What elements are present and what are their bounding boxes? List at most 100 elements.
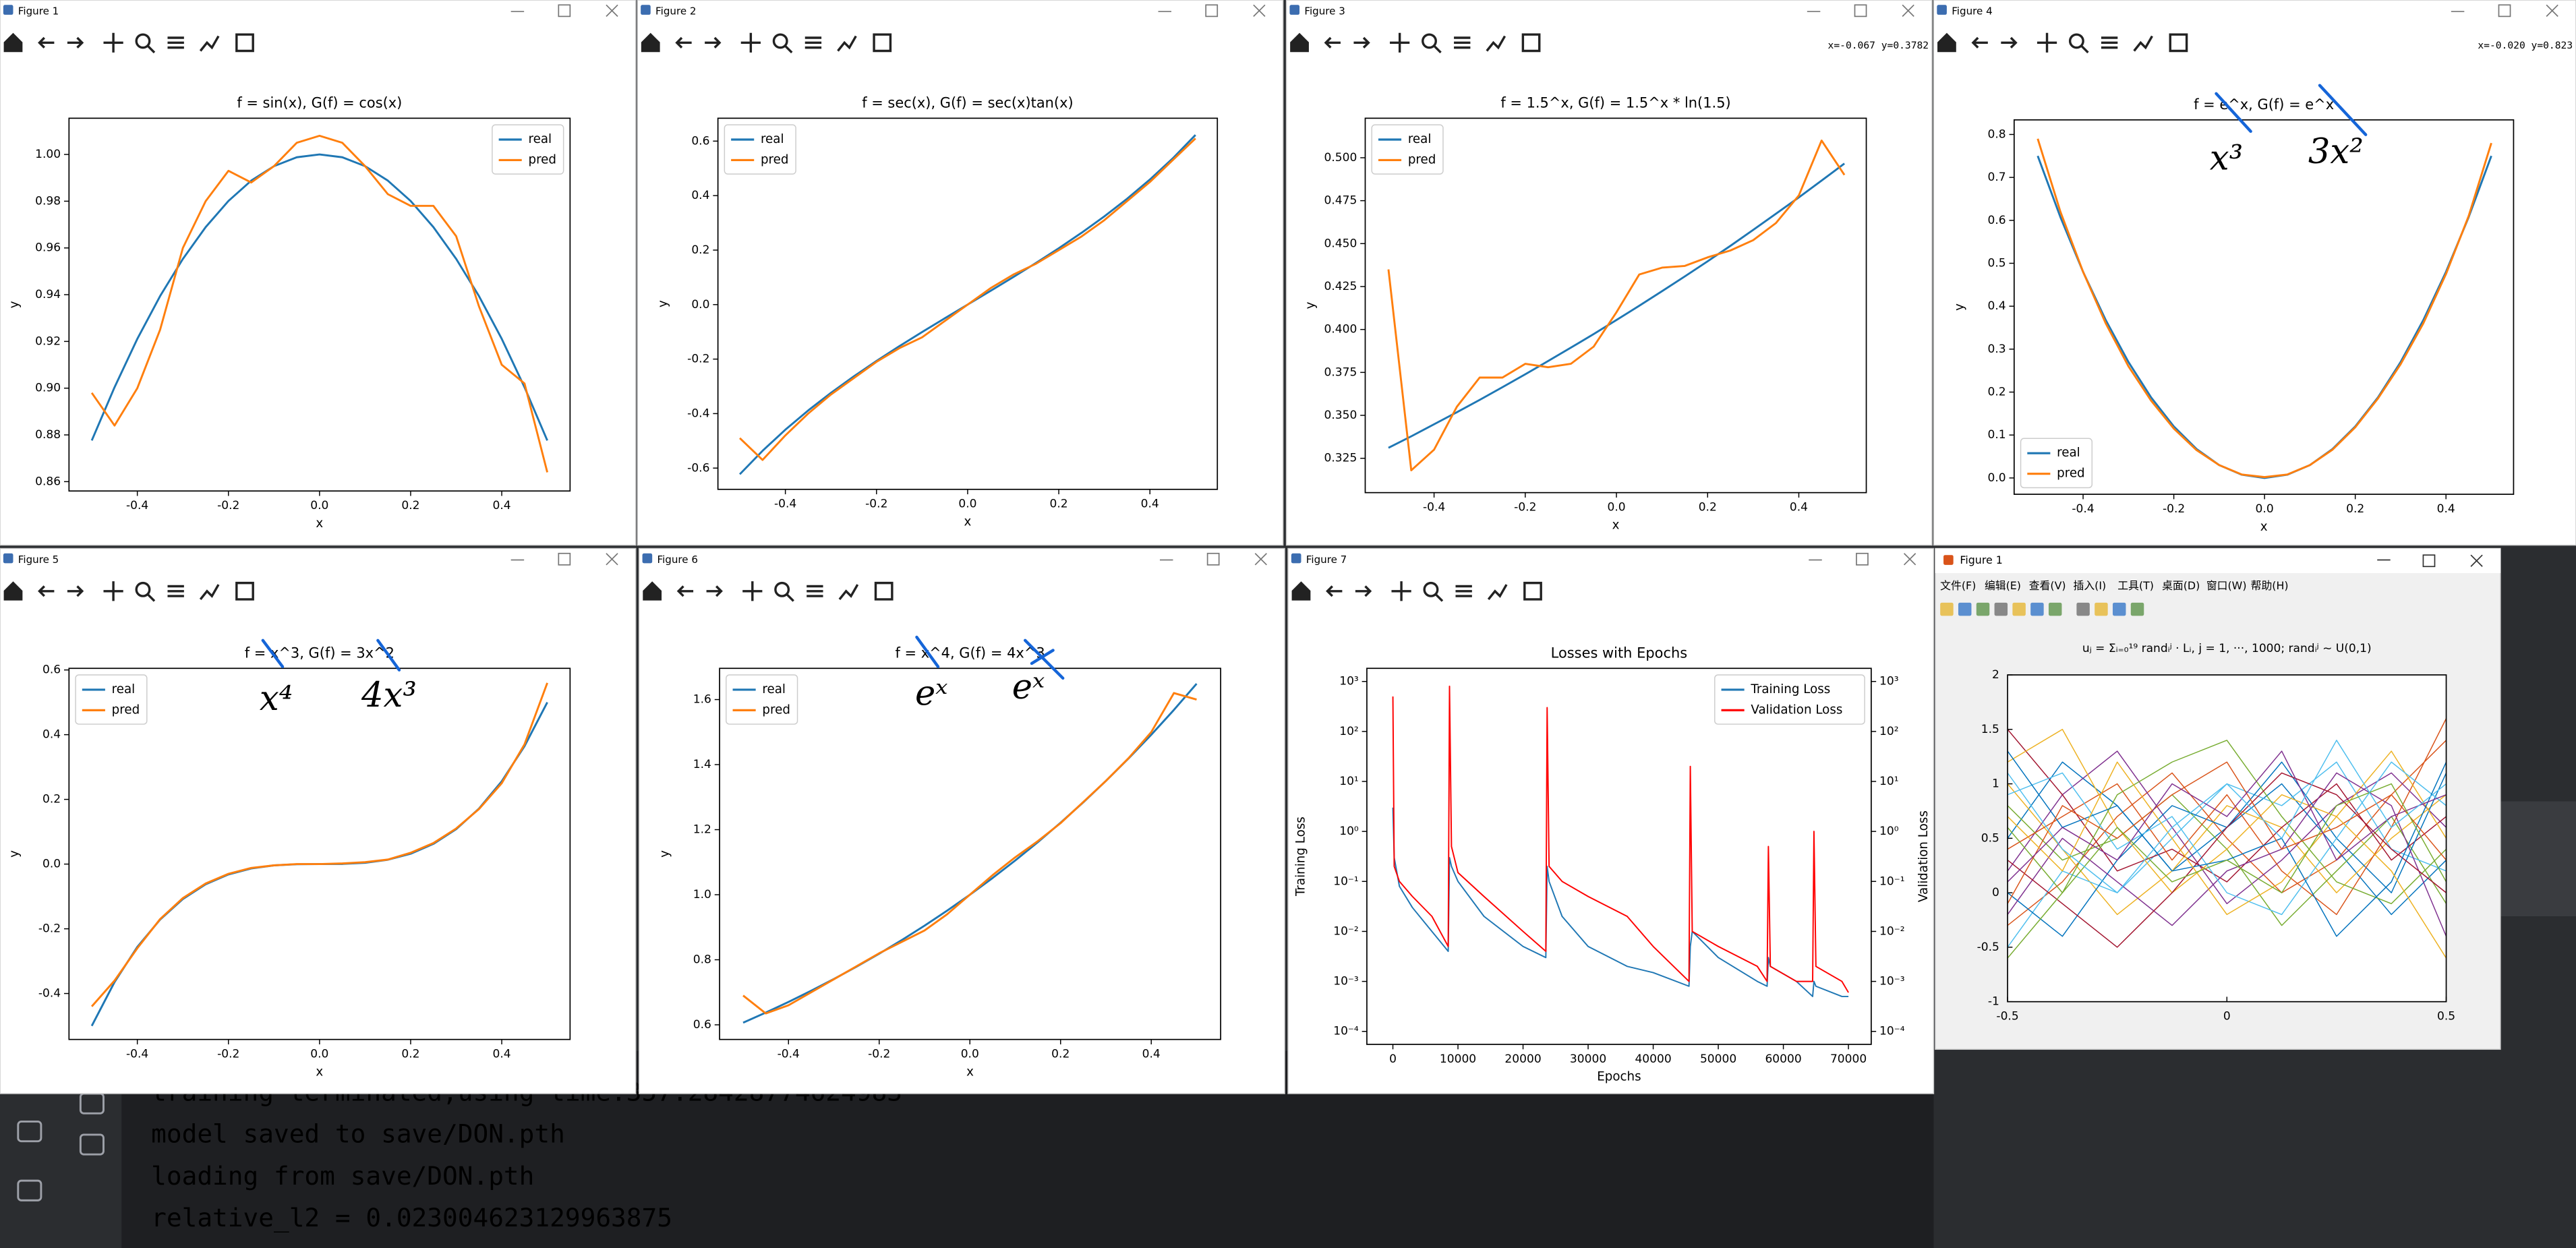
toolbar-button[interactable] (103, 581, 123, 601)
toolbar-button[interactable] (740, 32, 761, 53)
close-button[interactable] (1254, 553, 1267, 566)
menu-item[interactable]: 编辑(E) (1985, 579, 2021, 592)
toolbar-button[interactable] (1391, 581, 1411, 601)
maximize-button[interactable] (558, 4, 571, 18)
ide-band (2500, 801, 2576, 917)
toolbar-button[interactable] (235, 33, 254, 53)
maximize-button[interactable] (1856, 552, 1869, 566)
close-button[interactable] (2470, 554, 2483, 567)
toolbar-button[interactable] (2169, 33, 2188, 53)
toolbar-button[interactable] (2012, 602, 2026, 616)
close-button[interactable] (606, 4, 618, 17)
toolbar-button[interactable] (774, 581, 794, 602)
toolbar-button[interactable] (1455, 585, 1472, 597)
toolbar-button[interactable] (67, 585, 84, 597)
sidebar-icon[interactable] (17, 1179, 42, 1201)
toolbar-button[interactable] (1521, 33, 1541, 53)
toolbar-button[interactable] (2001, 36, 2018, 49)
toolbar-button[interactable] (167, 585, 184, 597)
toolbar-button[interactable] (874, 581, 894, 601)
y-tick-label: 0.7 (1988, 171, 2006, 184)
close-button[interactable] (606, 553, 618, 566)
toolbar-button[interactable] (103, 32, 123, 53)
toolbar-button[interactable] (804, 36, 822, 49)
toolbar-button[interactable] (807, 585, 823, 597)
toolbar-button[interactable] (2133, 35, 2153, 52)
close-button[interactable] (2546, 4, 2558, 17)
toolbar-button[interactable] (675, 36, 692, 49)
toolbar-icon (1390, 32, 1410, 53)
axes-frame (1366, 667, 1872, 1045)
toolbar-button[interactable] (2130, 602, 2144, 616)
toolbar-button[interactable] (167, 36, 184, 49)
toolbar-button[interactable] (1324, 36, 1341, 49)
menu-item[interactable]: 查看(V) (2029, 579, 2066, 592)
sidebar-icon[interactable] (79, 1133, 105, 1156)
toolbar-button[interactable] (2037, 32, 2057, 53)
toolbar-button[interactable] (705, 36, 722, 49)
toolbar-button[interactable] (1486, 35, 1506, 52)
y-tick-label: 10³ (1339, 675, 1359, 688)
close-button[interactable] (1253, 4, 1266, 17)
toolbar-button[interactable] (643, 581, 662, 601)
menu-item[interactable]: 窗口(W) (2206, 579, 2247, 592)
toolbar-button[interactable] (38, 585, 55, 597)
toolbar-icon (1486, 35, 1506, 52)
toolbar-button[interactable] (3, 581, 23, 601)
toolbar-button[interactable] (706, 585, 723, 597)
toolbar-button[interactable] (2112, 602, 2126, 616)
toolbar-button[interactable] (772, 33, 793, 54)
toolbar-button[interactable] (2095, 602, 2108, 616)
close-button[interactable] (1902, 4, 1914, 17)
toolbar-button[interactable] (1355, 585, 1372, 597)
menu-item[interactable]: 文件(F) (1940, 579, 1976, 592)
maximize-button[interactable] (558, 552, 571, 566)
toolbar-button[interactable] (1994, 602, 2008, 616)
toolbar-button[interactable] (1353, 36, 1370, 49)
menu-item[interactable]: 插入(I) (2074, 579, 2107, 592)
close-button[interactable] (1903, 553, 1916, 566)
menu-item[interactable]: 工具(T) (2117, 579, 2154, 592)
toolbar-button[interactable] (1326, 585, 1343, 597)
toolbar-button[interactable] (641, 32, 660, 53)
toolbar-button[interactable] (1523, 581, 1542, 601)
toolbar-button[interactable] (837, 35, 857, 52)
toolbar-button[interactable] (2076, 602, 2090, 616)
toolbar-button[interactable] (2048, 602, 2062, 616)
menu-item[interactable]: 桌面(D) (2162, 579, 2200, 592)
toolbar-button[interactable] (3, 32, 23, 53)
toolbar-button[interactable] (2068, 33, 2089, 54)
toolbar-button[interactable] (1971, 36, 1988, 49)
toolbar-button[interactable] (199, 35, 220, 52)
toolbar-button[interactable] (742, 581, 763, 601)
maximize-button[interactable] (1205, 4, 1219, 18)
toolbar-button[interactable] (1487, 584, 1508, 601)
toolbar-button[interactable] (1423, 581, 1444, 602)
toolbar-button[interactable] (1291, 581, 1311, 601)
toolbar-button[interactable] (1290, 32, 1309, 53)
toolbar-button[interactable] (235, 581, 254, 601)
toolbar-button[interactable] (1976, 602, 1990, 616)
toolbar-button[interactable] (2101, 36, 2118, 49)
toolbar-button[interactable] (1940, 602, 1954, 616)
maximize-button[interactable] (2498, 4, 2511, 18)
toolbar-button[interactable] (135, 581, 156, 602)
toolbar-button[interactable] (838, 584, 859, 601)
sidebar-icon[interactable] (17, 1121, 42, 1143)
toolbar-button[interactable] (1454, 36, 1471, 49)
maximize-button[interactable] (2422, 554, 2436, 568)
toolbar-button[interactable] (38, 36, 55, 49)
maximize-button[interactable] (1854, 4, 1867, 18)
toolbar-button[interactable] (1937, 32, 1956, 53)
toolbar-button[interactable] (676, 585, 694, 597)
toolbar-button[interactable] (135, 33, 156, 54)
toolbar-button[interactable] (67, 36, 84, 49)
toolbar-button[interactable] (1390, 32, 1410, 53)
menu-item[interactable]: 帮助(H) (2251, 579, 2289, 592)
toolbar-button[interactable] (199, 584, 220, 601)
toolbar-button[interactable] (1958, 602, 1972, 616)
toolbar-button[interactable] (873, 33, 892, 53)
toolbar-button[interactable] (1422, 33, 1442, 54)
maximize-button[interactable] (1206, 552, 1220, 566)
toolbar-button[interactable] (2030, 602, 2044, 616)
